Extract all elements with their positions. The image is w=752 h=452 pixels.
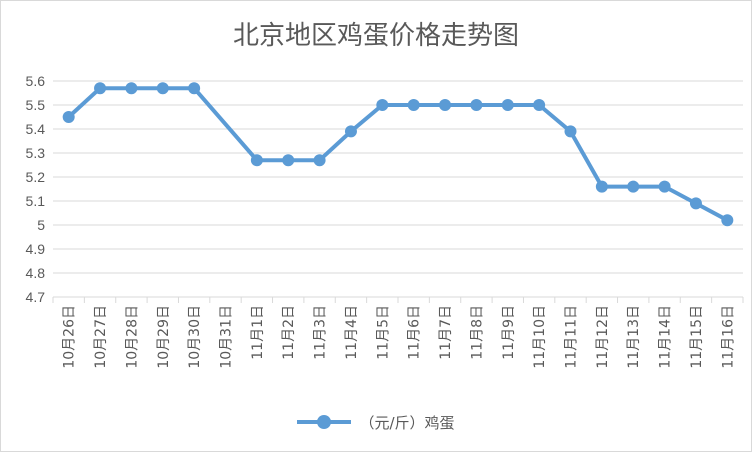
data-point: [94, 82, 107, 95]
y-tick-label: 5.4: [26, 121, 46, 137]
data-point: [721, 214, 734, 227]
x-tick-label: 11月12日: [595, 305, 611, 369]
x-tick-label: 11月6日: [407, 305, 423, 360]
x-tick-label: 10月28日: [124, 305, 140, 369]
y-tick-label: 4.7: [26, 289, 46, 305]
y-tick-label: 5.5: [26, 97, 46, 113]
x-tick-label: 11月3日: [313, 305, 329, 360]
x-tick-label: 11月5日: [375, 305, 391, 360]
data-point: [376, 99, 389, 111]
data-point: [658, 180, 671, 193]
y-tick-label: 5.2: [26, 169, 46, 185]
data-point: [282, 154, 295, 167]
x-tick-label: 11月9日: [501, 305, 517, 360]
y-tick-label: 5: [37, 217, 45, 233]
y-tick-label: 4.9: [26, 241, 46, 257]
y-tick-label: 4.8: [26, 265, 46, 281]
x-tick-label: 11月10日: [532, 305, 548, 369]
x-tick-label: 11月13日: [626, 305, 642, 369]
x-tick-label: 10月27日: [93, 305, 109, 369]
x-tick-label: 11月15日: [689, 305, 705, 369]
x-tick-label: 11月2日: [281, 305, 297, 360]
data-point: [627, 180, 640, 193]
data-point: [470, 99, 483, 111]
x-tick-label: 11月14日: [658, 305, 674, 369]
data-point: [439, 99, 452, 111]
x-tick-label: 11月1日: [250, 305, 266, 360]
data-point: [501, 99, 514, 111]
data-point: [125, 82, 138, 95]
x-tick-label: 10月26日: [62, 305, 78, 369]
data-point: [188, 82, 201, 95]
data-point: [344, 125, 357, 138]
data-point: [533, 99, 546, 111]
data-point: [313, 154, 326, 167]
x-tick-label: 10月31日: [219, 305, 235, 369]
chart-title: 北京地区鸡蛋价格走势图: [232, 21, 519, 51]
y-tick-label: 5.6: [26, 73, 46, 89]
x-tick-label: 11月8日: [469, 305, 485, 360]
data-point: [250, 154, 263, 167]
x-tick-label: 11月4日: [344, 305, 360, 360]
data-point: [156, 82, 169, 95]
series-line: [67, 86, 729, 222]
data-point: [62, 111, 75, 123]
data-point: [407, 99, 420, 111]
x-tick-label: 11月7日: [438, 305, 454, 360]
x-tick-label: 10月29日: [156, 305, 172, 369]
x-tick-label: 11月11日: [564, 305, 580, 369]
x-tick-label: 10月30日: [187, 305, 203, 369]
data-point: [595, 180, 608, 193]
data-point: [564, 125, 577, 138]
data-point: [689, 197, 702, 210]
legend-label: （元/斤）鸡蛋: [359, 413, 455, 432]
x-tick-label: 11月16日: [720, 305, 736, 369]
legend-swatch: [297, 413, 352, 431]
y-tick-label: 5.3: [26, 145, 46, 161]
y-tick-label: 5.1: [26, 193, 46, 209]
legend: （元/斤）鸡蛋: [1, 409, 751, 435]
